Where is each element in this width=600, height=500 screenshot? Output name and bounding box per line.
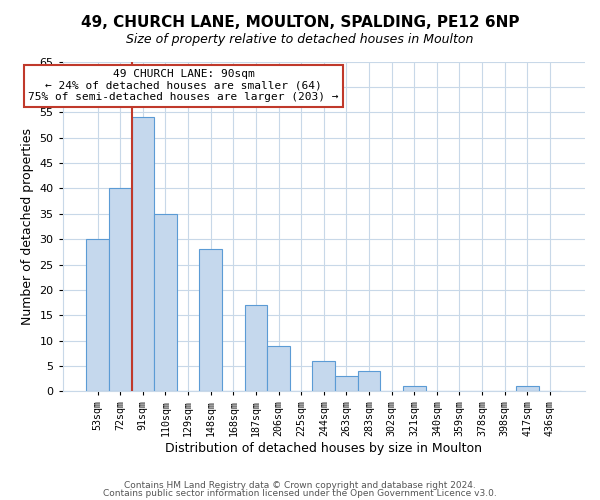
Bar [313,361,335,392]
Bar [154,214,177,392]
Text: Size of property relative to detached houses in Moulton: Size of property relative to detached ho… [127,32,473,46]
Bar [516,386,539,392]
Text: Contains HM Land Registry data © Crown copyright and database right 2024.: Contains HM Land Registry data © Crown c… [124,480,476,490]
Text: 49, CHURCH LANE, MOULTON, SPALDING, PE12 6NP: 49, CHURCH LANE, MOULTON, SPALDING, PE12… [81,15,519,30]
Bar [109,188,131,392]
Y-axis label: Number of detached properties: Number of detached properties [21,128,34,325]
Bar [245,305,267,392]
Bar [358,371,380,392]
Bar [403,386,425,392]
Bar [86,239,109,392]
X-axis label: Distribution of detached houses by size in Moulton: Distribution of detached houses by size … [165,442,482,455]
Text: 49 CHURCH LANE: 90sqm
← 24% of detached houses are smaller (64)
75% of semi-deta: 49 CHURCH LANE: 90sqm ← 24% of detached … [28,69,339,102]
Bar [267,346,290,392]
Bar [131,118,154,392]
Bar [199,250,222,392]
Bar [335,376,358,392]
Text: Contains public sector information licensed under the Open Government Licence v3: Contains public sector information licen… [103,490,497,498]
